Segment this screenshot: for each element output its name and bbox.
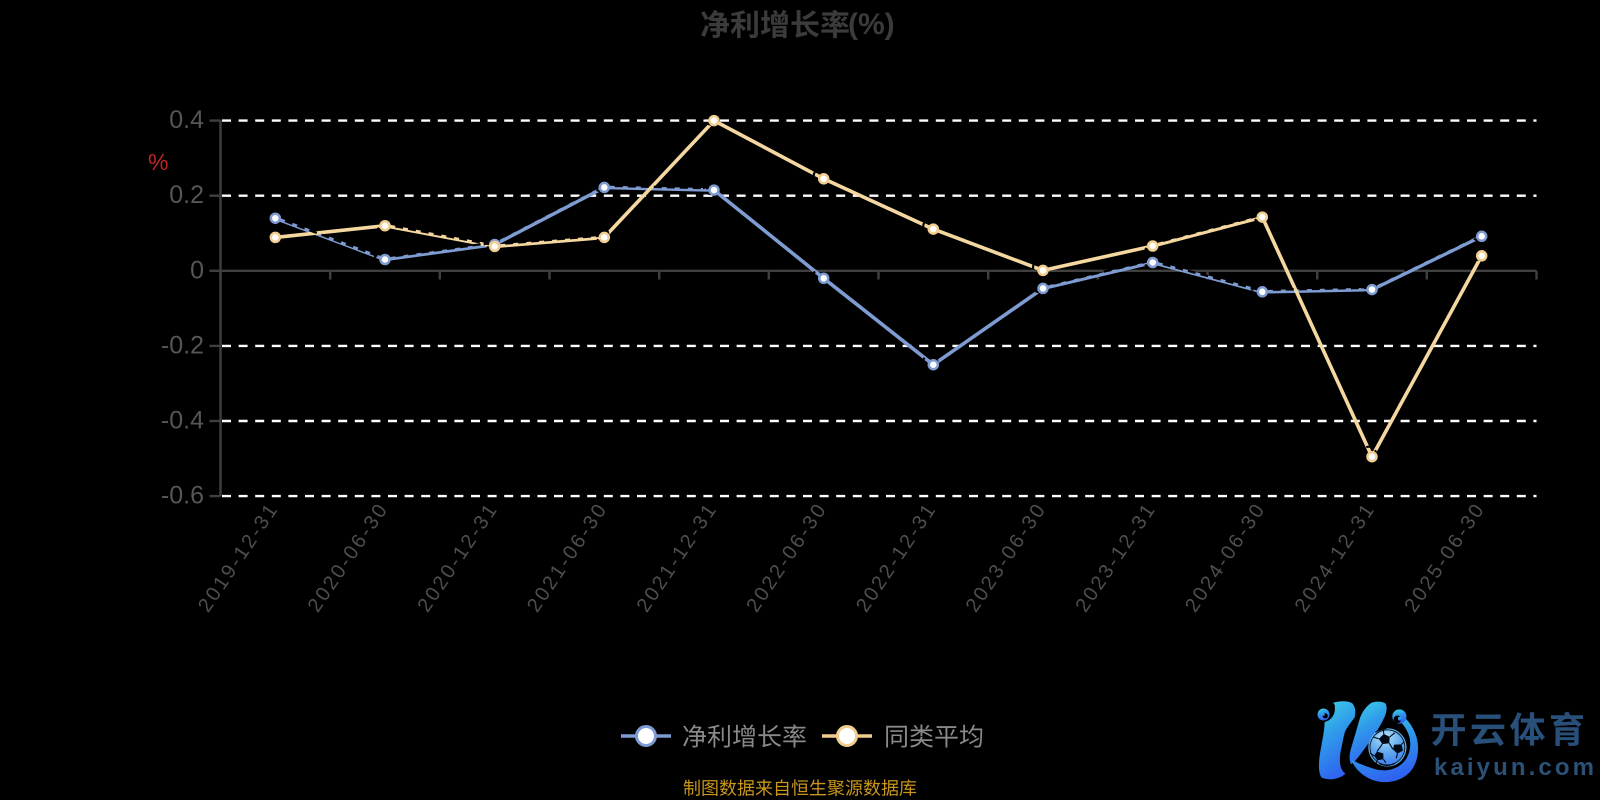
svg-text:(%): (%) <box>848 8 895 41</box>
svg-text:%: % <box>148 149 168 175</box>
svg-text:-0.2: -0.2 <box>161 331 204 359</box>
svg-text:0: 0 <box>190 256 204 284</box>
svg-text:-0.4: -0.4 <box>161 407 204 435</box>
svg-text:kaiyun.com: kaiyun.com <box>1434 754 1597 781</box>
svg-text:-0.6: -0.6 <box>161 482 204 510</box>
svg-text:0.2: 0.2 <box>169 181 204 209</box>
svg-text:0.4: 0.4 <box>169 106 204 134</box>
